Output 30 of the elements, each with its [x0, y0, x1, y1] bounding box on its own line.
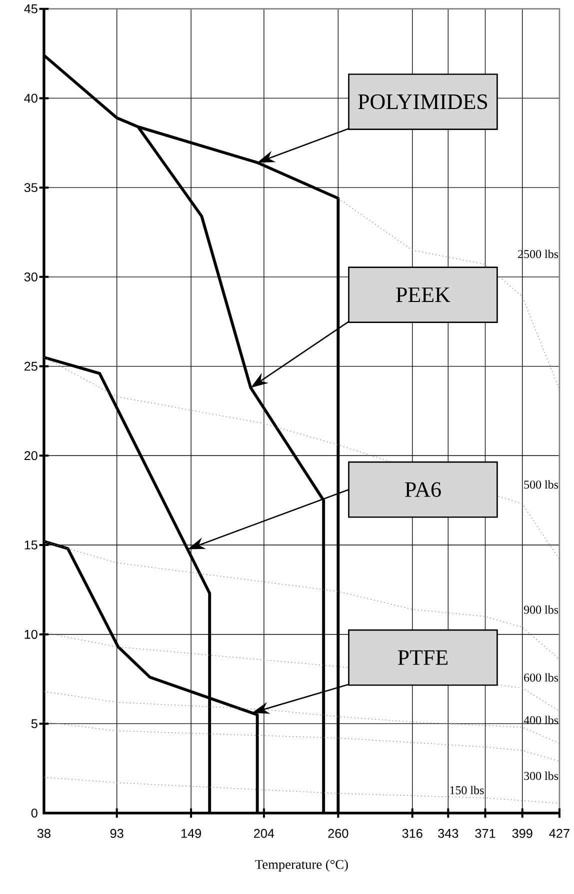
x-tick-label: 260 — [328, 828, 348, 838]
series-label: 900 lbs — [524, 605, 558, 614]
y-tick-label: 5 — [31, 719, 38, 728]
text: PEEK — [396, 288, 450, 302]
y-tick-label: 30 — [24, 272, 38, 282]
y-tick-label: 40 — [24, 94, 38, 103]
x-tick-label: 204 — [254, 828, 274, 838]
x-tick-label: 316 — [402, 828, 422, 838]
series-label: 600 lbs — [524, 673, 558, 682]
x-tick-label: 427 — [548, 828, 570, 838]
text: PA6 — [404, 482, 441, 497]
x-tick-label: 371 — [474, 828, 495, 838]
x-axis-title: Temperature (°C) — [254, 860, 348, 872]
text: POLYIMIDES — [358, 94, 487, 110]
y-tick-label: 20 — [24, 451, 38, 460]
series-label: 500 lbs — [524, 480, 558, 489]
y-tick-label: 45 — [24, 4, 38, 14]
x-tick-label: 149 — [181, 828, 201, 838]
y-tick-label: 10 — [24, 630, 38, 639]
text: PTFE — [398, 650, 448, 665]
series-label: 300 lbs — [524, 772, 558, 780]
x-tick-label: 38 — [37, 828, 50, 838]
y-tick-label: 35 — [24, 183, 38, 192]
y-tick-label: 0 — [31, 808, 38, 818]
x-tick-label: 93 — [110, 828, 124, 838]
y-tick-label: 15 — [24, 540, 38, 550]
x-tick-label: 399 — [512, 828, 532, 838]
y-tick-label: 25 — [24, 362, 38, 371]
series-label: 150 lbs — [450, 786, 484, 794]
x-tick-label: 343 — [438, 828, 458, 838]
